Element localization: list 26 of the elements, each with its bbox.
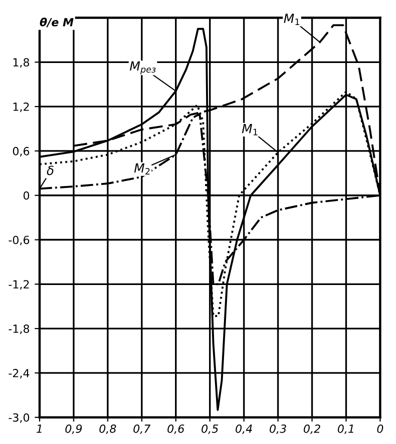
y-tick-label: -3,0 [8,413,30,423]
x-tick-label: 0,9 [65,424,82,434]
y-tick-label: 1,8 [13,58,30,68]
y-tick-label: -1,2 [8,280,29,290]
x-tick-label: 0 [377,424,384,433]
y-tick-label: 0,6 [12,146,30,156]
y-axis-title: θ/e M [40,18,74,28]
x-tick-label: 0,4 [236,424,252,434]
x-tick-label: 0,8 [99,424,116,434]
x-tick-label: 0,2 [304,424,320,434]
y-tick-label: -2,4 [8,368,30,378]
annotation: M$_{2}$ [134,163,150,175]
y-tick-label: -0,6 [8,236,30,246]
y-tick-label: 1,2 [13,102,29,112]
x-tick-label: 0,1 [338,424,354,434]
x-tick-label: 0,7 [133,424,150,434]
y-tick-label: -1,8 [8,324,30,334]
x-tick-label: 0,6 [168,424,184,434]
x-tick-label: 1 [36,424,42,433]
x-tick-label: 0,5 [202,424,218,434]
annotation: M$_{1}$ [242,124,258,136]
annotation: M$_{рез}$ [130,61,156,74]
annotation: δ [46,166,54,176]
x-tick-label: 0,3 [270,424,286,434]
y-tick-label: 0 [24,191,30,200]
annotation: M$_{1}$ [284,14,300,25]
